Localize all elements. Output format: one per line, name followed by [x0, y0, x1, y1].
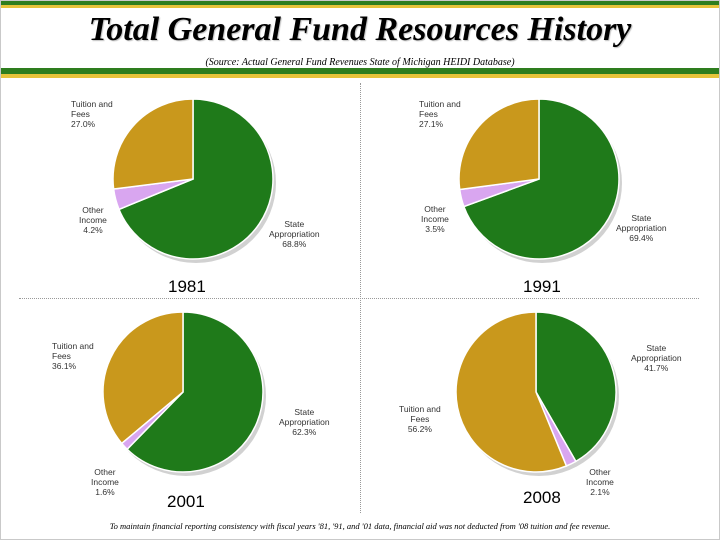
- label-state-1991: State Appropriation 69.4%: [616, 213, 667, 243]
- pie-slice-tuition-and-fees-2008: [455, 311, 568, 473]
- top-accent-gold: [1, 5, 719, 8]
- pie-chart-1981: [112, 98, 276, 263]
- horizontal-divider: [19, 298, 699, 299]
- pie-slice-tuition-and-fees-1981: [112, 98, 194, 190]
- title-band-gold: [1, 74, 719, 78]
- pie-slice-tuition-and-fees-2001: [102, 311, 184, 445]
- label-other-2008: Other Income 2.1%: [586, 467, 614, 497]
- label-state-1981: State Appropriation 68.8%: [269, 219, 320, 249]
- label-other-1981: Other Income 4.2%: [79, 205, 107, 235]
- vertical-divider: [360, 83, 361, 513]
- pie-chart-1991: [458, 98, 622, 263]
- title-band-green: [1, 68, 719, 74]
- year-label-2008: 2008: [523, 488, 561, 507]
- pie-slice-state-appropriation-1981: [118, 98, 274, 260]
- slide-title: Total General Fund Resources History: [88, 11, 632, 48]
- source-note: (Source: Actual General Fund Revenues St…: [205, 57, 515, 68]
- label-tuition-1991: Tuition and Fees 27.1%: [419, 99, 461, 129]
- pie-chart-2008: [455, 311, 619, 476]
- label-other-1991: Other Income 3.5%: [421, 204, 449, 234]
- label-tuition-2008: Tuition and Fees 56.2%: [399, 404, 441, 434]
- pie-slice-tuition-and-fees-1991: [458, 98, 540, 191]
- footnote: To maintain financial reporting consiste…: [109, 521, 611, 531]
- year-label-1991: 1991: [523, 277, 561, 296]
- year-label-2001: 2001: [167, 492, 205, 511]
- pie-chart-2001: [102, 311, 266, 476]
- pie-slice-state-appropriation-2001: [126, 311, 264, 473]
- pie-slice-state-appropriation-2008: [535, 311, 617, 463]
- label-state-2008: State Appropriation 41.7%: [631, 343, 682, 373]
- label-tuition-2001: Tuition and Fees 36.1%: [52, 341, 94, 371]
- label-other-2001: Other Income 1.6%: [91, 467, 119, 497]
- pie-slice-state-appropriation-1991: [462, 98, 620, 260]
- top-accent-green: [1, 1, 719, 5]
- label-state-2001: State Appropriation 62.3%: [279, 407, 330, 437]
- year-label-1981: 1981: [168, 277, 206, 296]
- label-tuition-1981: Tuition and Fees 27.0%: [71, 99, 113, 129]
